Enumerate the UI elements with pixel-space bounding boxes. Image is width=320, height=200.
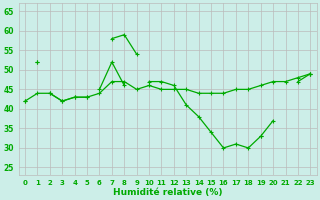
X-axis label: Humidité relative (%): Humidité relative (%) [113,188,222,197]
